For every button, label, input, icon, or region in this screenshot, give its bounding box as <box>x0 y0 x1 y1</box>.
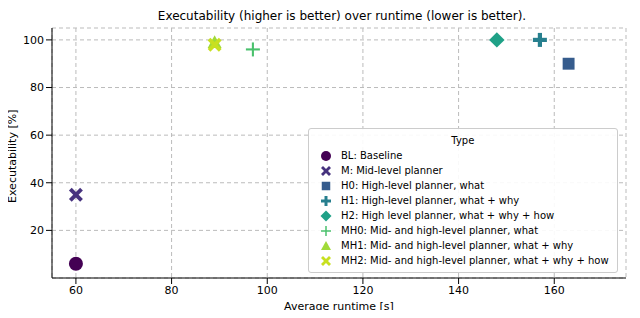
svg-text:40: 40 <box>30 177 44 190</box>
svg-text:100: 100 <box>23 34 44 47</box>
svg-text:20: 20 <box>30 224 44 237</box>
svg-text:80: 80 <box>165 284 179 297</box>
html-text:H1: High-level planner, what +: H1: High-level planner, what + why <box>341 195 520 206</box>
html-text:M: Mid-level planner: M: Mid-level planner <box>341 165 443 176</box>
html-text:MH2: Mid- and high-level plann: MH2: Mid- and high-level planner, what +… <box>341 255 609 266</box>
html-text:Type: Type <box>451 135 475 146</box>
svg-text:60: 60 <box>30 129 44 142</box>
html-text:MH1: Mid- and high-level plann: MH1: Mid- and high-level planner, what +… <box>341 240 574 251</box>
svg-text:80: 80 <box>30 81 44 94</box>
html-text:H0: High-level planner, what: H0: High-level planner, what <box>341 180 485 191</box>
html-text:BL: Baseline: BL: Baseline <box>341 150 403 161</box>
html-text:H2: High level planner, what +: H2: High level planner, what + why + how <box>341 210 555 221</box>
html-text:MH0: Mid- and high-level plann: MH0: Mid- and high-level planner, what <box>341 225 539 236</box>
svg-text:60: 60 <box>69 284 83 297</box>
html-text:Executability (higher is bette: Executability (higher is better) over ru… <box>157 9 527 23</box>
svg-text:120: 120 <box>352 284 373 297</box>
svg-text:100: 100 <box>257 284 278 297</box>
svg-text:140: 140 <box>448 284 469 297</box>
svg-text:Executability [%]: Executability [%] <box>8 110 19 203</box>
svg-text:Average runtime [s]: Average runtime [s] <box>284 300 394 310</box>
svg-text:160: 160 <box>544 284 565 297</box>
